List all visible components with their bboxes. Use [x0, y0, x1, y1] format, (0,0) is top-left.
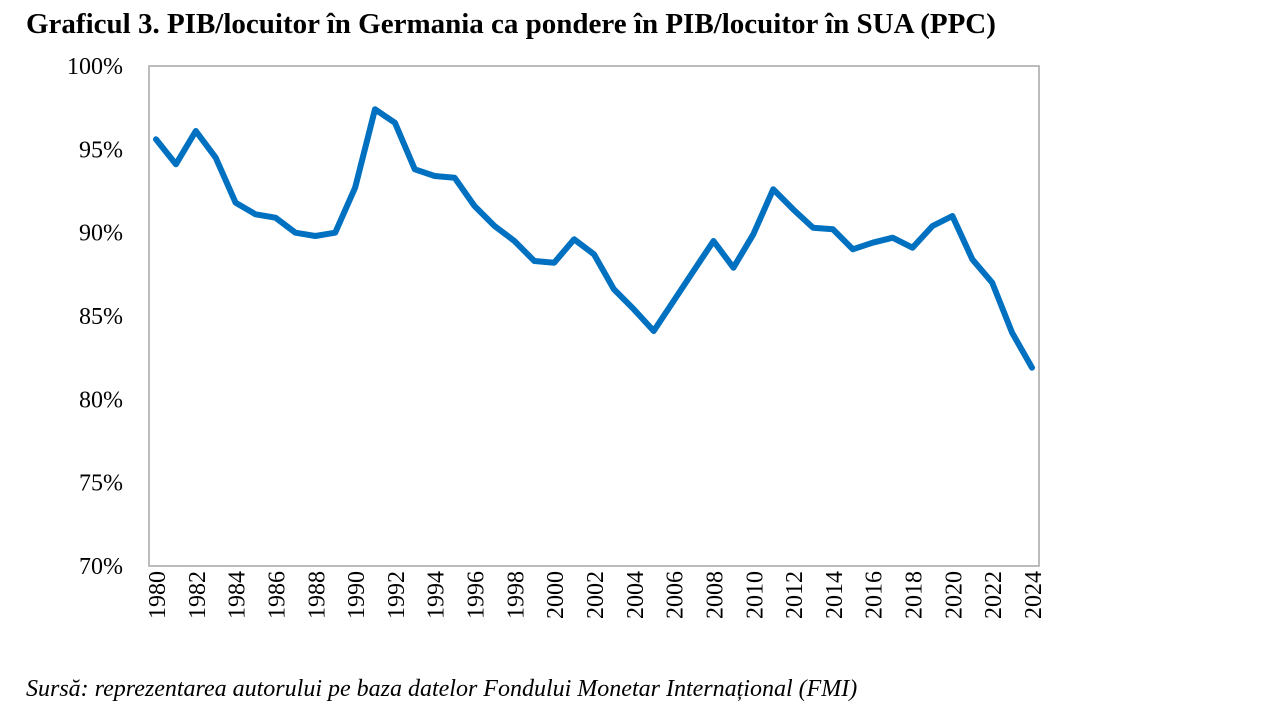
- x-tick-label: 2002: [583, 571, 609, 619]
- x-tick-label: 1984: [225, 571, 251, 619]
- y-tick-label: 95%: [79, 137, 123, 163]
- x-tick-label: 2024: [1021, 571, 1047, 619]
- x-tick-label: 2010: [742, 571, 768, 619]
- x-tick-label: 1996: [464, 571, 490, 619]
- x-tick-label: 2018: [902, 571, 928, 619]
- x-tick-label: 2020: [941, 571, 967, 619]
- x-tick-label: 2014: [822, 571, 848, 619]
- y-axis: 70% 75% 80% 85% 90% 95% 100%: [67, 54, 123, 580]
- x-tick-label: 1992: [384, 571, 410, 619]
- x-axis: 1980 1982 1984 1986 1988 1990 1992 1994 1996 1998…: [145, 571, 1047, 619]
- source-note: Sursă: reprezentarea autorului pe baza d…: [26, 676, 858, 702]
- series-layer: [153, 106, 1035, 371]
- y-tick-label: 85%: [79, 304, 123, 330]
- x-tick-label: 1986: [264, 571, 290, 619]
- x-tick-label: 1980: [145, 571, 171, 619]
- y-tick-label: 75%: [79, 471, 123, 497]
- x-tick-label: 1990: [344, 571, 370, 619]
- series-line: [153, 106, 1035, 371]
- x-tick-label: 2004: [623, 571, 649, 619]
- x-tick-label: 2022: [981, 571, 1007, 619]
- y-tick-label: 100%: [67, 54, 123, 80]
- x-tick-label: 2008: [702, 571, 728, 619]
- x-tick-label: 1988: [304, 571, 330, 619]
- x-tick-label: 2006: [663, 571, 689, 619]
- chart-title: Graficul 3. PIB/locuitor în Germania ca …: [26, 8, 996, 40]
- y-tick-label: 70%: [79, 554, 123, 580]
- x-tick-label: 2016: [862, 571, 888, 619]
- line-chart: 70%75%80%85%90%95%100% 1980 1982 1984 1986 1…: [67, 54, 1047, 619]
- x-tick-label: 2012: [782, 571, 808, 619]
- x-tick-label: 1982: [185, 571, 211, 619]
- x-tick-label: 1994: [424, 571, 450, 619]
- plot-area-border: [148, 65, 1040, 567]
- y-tick-label: 90%: [79, 221, 123, 247]
- y-tick-label: 80%: [79, 387, 123, 413]
- x-tick-label: 2000: [543, 571, 569, 619]
- x-tick-label: 1998: [503, 571, 529, 619]
